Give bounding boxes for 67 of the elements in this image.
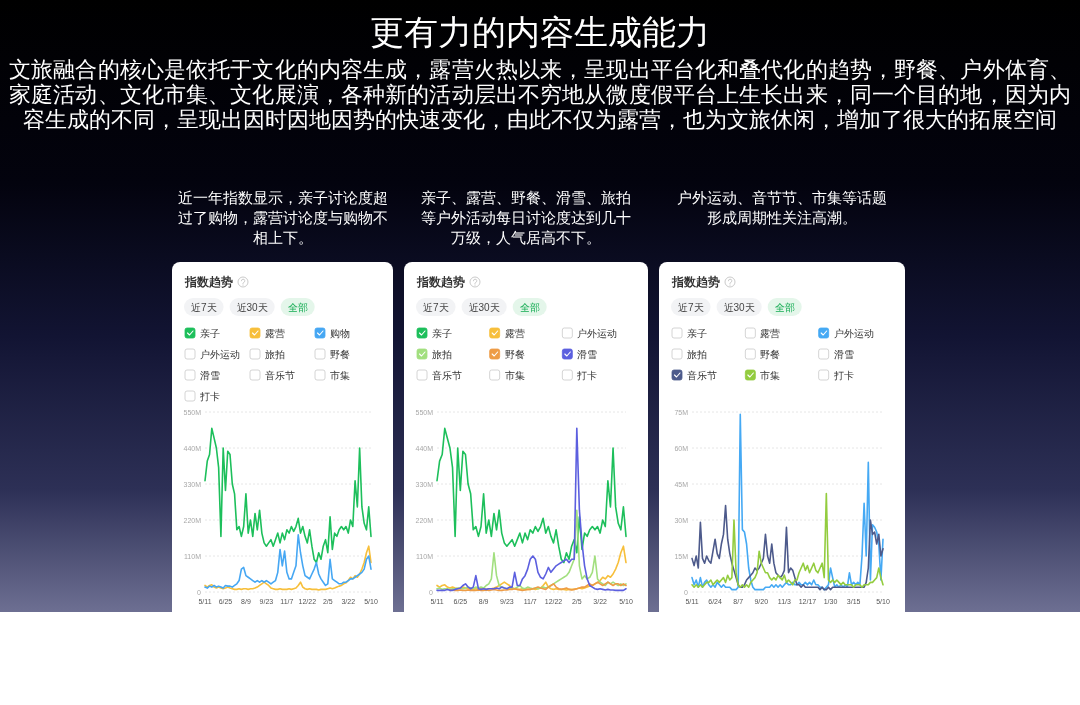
legend-label: 露营 xyxy=(760,327,781,339)
legend-label: 滑雪 xyxy=(577,348,598,360)
legend-label: 野餐 xyxy=(760,348,781,360)
text: 更有力的内容生成能力 xyxy=(369,13,711,53)
legend-label: 购物 xyxy=(330,327,350,339)
legend-item: 旅拍 xyxy=(671,348,707,360)
legend-label: 打卡 xyxy=(832,369,854,381)
chart-title: 指数趋势 xyxy=(184,275,233,289)
legend-label: 露营 xyxy=(504,327,525,339)
legend-label: 滑雪 xyxy=(200,369,220,381)
legend-item: 户外运动 xyxy=(561,327,618,339)
chart-title: 指数趋势 xyxy=(416,275,465,289)
legend-label: 市集 xyxy=(504,369,525,381)
legend-label: 户外运动 xyxy=(833,327,874,339)
legend-label: 亲子 xyxy=(200,327,220,339)
legend-label: 打卡 xyxy=(199,390,220,402)
legend-item: 旅拍 xyxy=(249,348,285,360)
legend-label: 户外运动 xyxy=(577,327,618,339)
legend-label: 市集 xyxy=(760,369,781,381)
chart-title: 指数趋势 xyxy=(671,275,720,289)
button: 近7天 xyxy=(416,298,456,316)
legend-item: 市集 xyxy=(489,369,525,381)
legend-item: 音乐节 xyxy=(249,369,295,381)
legend-label: 野餐 xyxy=(504,348,525,360)
legend-item: 露营 xyxy=(744,327,781,339)
legend-label: 露营 xyxy=(265,327,285,339)
legend-item: 购物 xyxy=(314,327,350,339)
legend-item: 野餐 xyxy=(489,348,525,360)
legend-label: 旅拍 xyxy=(432,348,452,360)
legend-item: 野餐 xyxy=(314,348,350,360)
legend-item: 打卡 xyxy=(184,390,220,402)
legend-item: 露营 xyxy=(249,327,285,339)
legend-item: 亲子 xyxy=(184,327,220,339)
legend-item: 音乐节 xyxy=(671,369,717,381)
legend-label: 户外运动 xyxy=(200,348,240,360)
chart-subtitle: 近一年指数显示，亲子讨论度超过了购物，露营讨论度与购物不相上下。 xyxy=(176,188,389,248)
legend-label: 旅拍 xyxy=(265,348,285,360)
legend-label: 旅拍 xyxy=(687,348,707,360)
legend-item: 滑雪 xyxy=(818,348,854,360)
legend-item: 打卡 xyxy=(561,369,598,381)
legend-label: 亲子 xyxy=(687,327,707,339)
legend-label: 滑雪 xyxy=(833,348,854,360)
legend-item: 市集 xyxy=(314,369,350,381)
legend-item: 市集 xyxy=(744,369,781,381)
legend-item: 滑雪 xyxy=(184,369,220,381)
legend-item: 亲子 xyxy=(416,327,452,339)
legend-label: 音乐节 xyxy=(687,369,717,381)
legend-item: 亲子 xyxy=(671,327,707,339)
legend-item: 音乐节 xyxy=(416,369,462,381)
legend-label: 音乐节 xyxy=(432,369,462,381)
chart-subtitle: 亲子、露营、野餐、滑雪、旅拍等户外活动每日讨论度达到几十万级，人气居高不下。 xyxy=(420,188,632,248)
legend-item: 旅拍 xyxy=(416,348,452,360)
legend-label: 打卡 xyxy=(576,369,598,381)
button: 近7天 xyxy=(671,298,711,316)
chart-subtitle: 户外运动、音节节、市集等话题形成周期性关注高潮。 xyxy=(676,188,888,228)
legend-label: 亲子 xyxy=(432,327,452,339)
button: 近7天 xyxy=(184,298,224,316)
text: 文旅融合的核心是依托于文化的内容生成，露营火热以来，呈现出平台化和叠代化的趋势，野餐、户外体育、家庭活动、文化市集、文化展演，各种新的活动层出不穷地从微度假平台上生长出来，同一个目的地，因为内容生成的不同，呈现出因时因地因势的快速变化，由此不仅为露营，也为文旅休闲，增加了很大的拓展空间 xyxy=(9,58,1071,133)
legend-label: 野餐 xyxy=(330,348,350,360)
legend-label: 市集 xyxy=(330,369,350,381)
legend-item: 露营 xyxy=(489,327,525,339)
legend-item: 户外运动 xyxy=(184,348,240,360)
legend-item: 户外运动 xyxy=(818,327,874,339)
legend-label: 音乐节 xyxy=(265,369,295,381)
legend-item: 野餐 xyxy=(744,348,781,360)
legend-item: 打卡 xyxy=(818,369,854,381)
legend-item: 滑雪 xyxy=(561,348,598,360)
